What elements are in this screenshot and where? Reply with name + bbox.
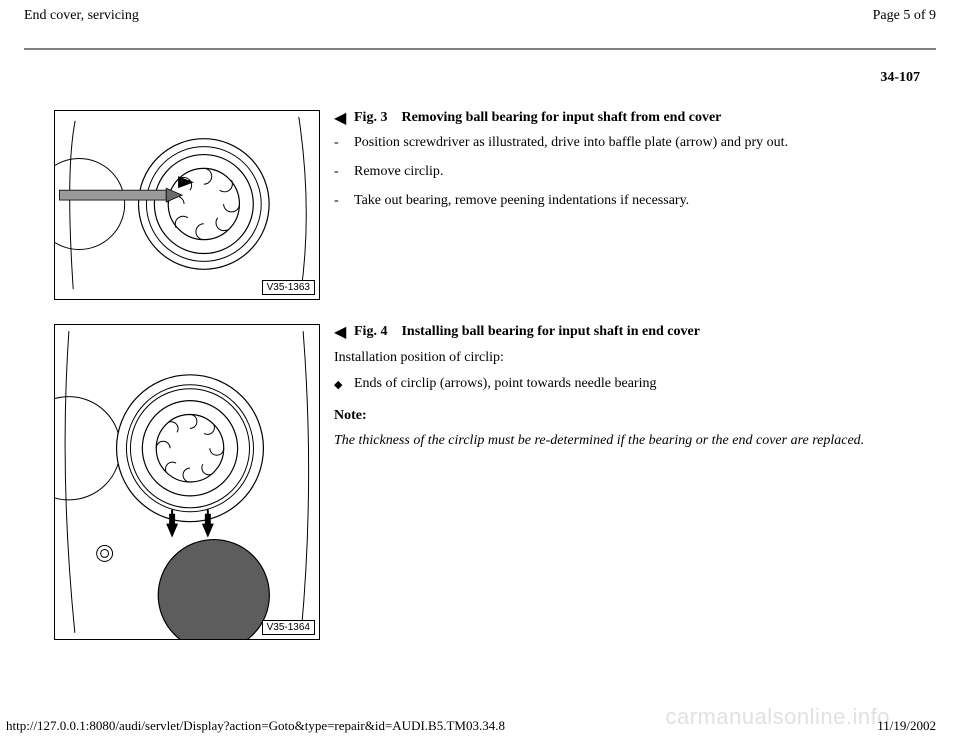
step-text: Position screwdriver as illustrated, dri… (354, 134, 926, 153)
figure-4-label: Fig. 4 Installing ball bearing for input… (354, 324, 700, 342)
figure-3-text: ◀ Fig. 3 Removing ball bearing for input… (320, 110, 926, 300)
figure-4-title: Installing ball bearing for input shaft … (401, 324, 699, 339)
header-page: Page 5 of 9 (873, 8, 936, 24)
dash-icon: - (334, 134, 354, 153)
figure-4-prefix: Fig. 4 (354, 324, 387, 339)
dash-icon: - (334, 163, 354, 182)
pointer-icon: ◀ (334, 110, 354, 128)
figure-4-text: ◀ Fig. 4 Installing ball bearing for inp… (320, 324, 926, 640)
bullet-text: Ends of circlip (arrows), point towards … (354, 376, 656, 394)
list-item: - Position screwdriver as illustrated, d… (334, 134, 926, 153)
figure-4-intro: Installation position of circlip: (334, 350, 926, 366)
figure-3-prefix: Fig. 3 (354, 110, 387, 125)
note-body: The thickness of the circlip must be re-… (334, 432, 926, 451)
header-rule (24, 48, 936, 50)
page: End cover, servicing Page 5 of 9 34-107 (0, 0, 960, 742)
figure-4-ref: V35-1364 (262, 620, 315, 635)
list-item: - Remove circlip. (334, 163, 926, 182)
figure-4-svg (55, 325, 319, 639)
footer-date: 11/19/2002 (877, 718, 936, 734)
diamond-icon: ◆ (334, 376, 354, 394)
list-item: - Take out bearing, remove peening inden… (334, 192, 926, 211)
dash-icon: - (334, 192, 354, 211)
figure-block-4: V35-1364 ◀ Fig. 4 Installing ball bearin… (54, 324, 926, 640)
page-header: End cover, servicing Page 5 of 9 (24, 8, 936, 24)
figure-3-label: Fig. 3 Removing ball bearing for input s… (354, 110, 721, 128)
note-heading: Note: (334, 408, 926, 424)
figure-3-heading: ◀ Fig. 3 Removing ball bearing for input… (334, 110, 926, 128)
figure-4-heading: ◀ Fig. 4 Installing ball bearing for inp… (334, 324, 926, 342)
step-text: Take out bearing, remove peening indenta… (354, 192, 926, 211)
footer-url: http://127.0.0.1:8080/audi/servlet/Displ… (6, 718, 505, 734)
figure-3-svg (55, 111, 319, 299)
figure-3-illustration: V35-1363 (54, 110, 320, 300)
list-item: ◆ Ends of circlip (arrows), point toward… (334, 376, 926, 394)
header-title: End cover, servicing (24, 8, 139, 24)
content-area: V35-1363 ◀ Fig. 3 Removing ball bearing … (54, 110, 926, 664)
figure-3-title: Removing ball bearing for input shaft fr… (401, 110, 721, 125)
watermark: carmanualsonline.info (665, 704, 890, 730)
step-text: Remove circlip. (354, 163, 926, 182)
figure-3-steps: - Position screwdriver as illustrated, d… (334, 134, 926, 211)
figure-3-ref: V35-1363 (262, 280, 315, 295)
pointer-icon: ◀ (334, 324, 354, 342)
section-number: 34-107 (880, 70, 920, 86)
figure-block-3: V35-1363 ◀ Fig. 3 Removing ball bearing … (54, 110, 926, 300)
figure-4-illustration: V35-1364 (54, 324, 320, 640)
